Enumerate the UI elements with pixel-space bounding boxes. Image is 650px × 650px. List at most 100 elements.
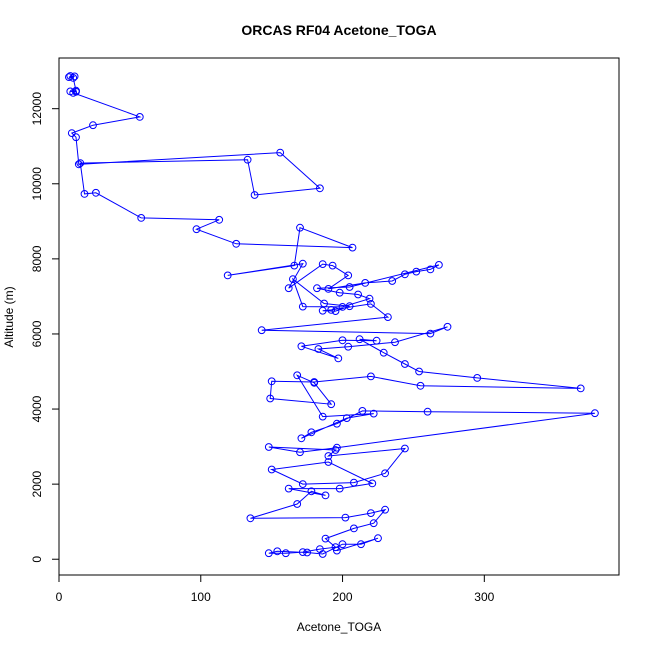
data-point xyxy=(313,284,321,293)
data-point xyxy=(74,160,83,169)
data-point xyxy=(293,500,302,508)
data-point xyxy=(333,546,341,555)
data-point xyxy=(357,540,365,549)
data-point xyxy=(344,342,353,351)
data-point xyxy=(358,407,367,415)
y-axis: 0 2000 4000 6000 8000 10000 12000 xyxy=(30,92,60,563)
data-point xyxy=(341,513,350,522)
data-point xyxy=(243,155,252,164)
data-point xyxy=(72,133,80,142)
data-point xyxy=(297,342,306,351)
data-point xyxy=(307,487,316,496)
data-point xyxy=(257,326,266,335)
acetone-series xyxy=(65,72,599,558)
data-point xyxy=(80,190,89,198)
data-point xyxy=(576,384,585,393)
data-point xyxy=(298,302,307,311)
data-point xyxy=(267,465,276,474)
data-point xyxy=(314,345,323,353)
data-point xyxy=(333,443,341,452)
data-point xyxy=(297,434,306,443)
data-point xyxy=(335,288,344,297)
data-point xyxy=(318,412,327,421)
data-point xyxy=(137,214,146,222)
data-point xyxy=(591,409,599,418)
data-point xyxy=(423,407,432,416)
data-point xyxy=(327,400,336,409)
data-point xyxy=(76,159,85,168)
data-point xyxy=(324,452,333,460)
data-point xyxy=(298,259,307,268)
data-point xyxy=(296,448,304,457)
y-tick-label: 8000 xyxy=(30,245,44,272)
data-point xyxy=(338,336,347,345)
data-point xyxy=(372,336,381,345)
data-point xyxy=(334,354,343,363)
data-point xyxy=(324,285,333,293)
data-point xyxy=(350,478,358,487)
x-axis: 0 100 200 300 xyxy=(56,574,495,604)
data-point xyxy=(273,547,282,556)
data-point xyxy=(345,302,354,311)
y-tick-label: 10000 xyxy=(30,167,44,201)
data-point xyxy=(318,550,327,558)
data-point xyxy=(367,372,375,381)
data-point xyxy=(92,188,100,197)
data-point xyxy=(401,360,409,368)
data-point xyxy=(381,469,390,478)
data-point xyxy=(69,89,78,97)
y-tick-label: 0 xyxy=(30,556,44,563)
data-point xyxy=(289,275,297,284)
data-point xyxy=(298,548,307,556)
data-point xyxy=(416,381,425,390)
data-point xyxy=(426,329,435,338)
data-point xyxy=(331,446,340,454)
x-tick-label: 300 xyxy=(474,590,494,604)
data-point xyxy=(298,480,307,489)
data-point xyxy=(388,277,397,285)
data-point xyxy=(324,458,333,466)
data-point xyxy=(435,261,443,269)
data-point xyxy=(443,322,452,331)
data-point xyxy=(369,409,378,418)
data-point xyxy=(264,549,273,558)
data-point xyxy=(321,534,330,543)
data-point xyxy=(65,73,73,81)
data-point xyxy=(290,261,299,270)
data-point xyxy=(369,519,378,528)
y-axis-label: Altitude (m) xyxy=(2,286,16,347)
data-point xyxy=(318,260,327,269)
data-point xyxy=(412,267,421,276)
data-point xyxy=(401,444,409,453)
x-axis-label: Acetone_TOGA xyxy=(297,620,382,634)
data-point xyxy=(246,514,255,523)
data-point xyxy=(361,279,370,287)
data-point xyxy=(303,548,312,557)
data-point xyxy=(320,299,329,308)
data-point xyxy=(223,271,232,280)
data-point xyxy=(368,479,377,488)
data-point xyxy=(367,509,375,517)
x-tick-label: 200 xyxy=(333,590,353,604)
data-point xyxy=(232,239,241,248)
data-point xyxy=(384,313,392,322)
y-tick-label: 2000 xyxy=(30,470,44,497)
data-point xyxy=(381,505,390,514)
data-point xyxy=(135,113,144,121)
data-point xyxy=(284,484,293,493)
data-point xyxy=(350,524,358,533)
y-tick-label: 4000 xyxy=(30,395,44,422)
data-point xyxy=(367,300,375,308)
data-point xyxy=(281,549,290,558)
data-point xyxy=(391,338,399,347)
data-point xyxy=(69,74,78,82)
data-point xyxy=(348,243,357,252)
data-point xyxy=(473,374,482,382)
data-point xyxy=(89,121,97,130)
x-tick-label: 100 xyxy=(191,590,211,604)
data-point xyxy=(266,394,275,403)
data-point xyxy=(267,377,276,386)
series-line xyxy=(68,75,595,555)
data-point xyxy=(374,534,382,543)
